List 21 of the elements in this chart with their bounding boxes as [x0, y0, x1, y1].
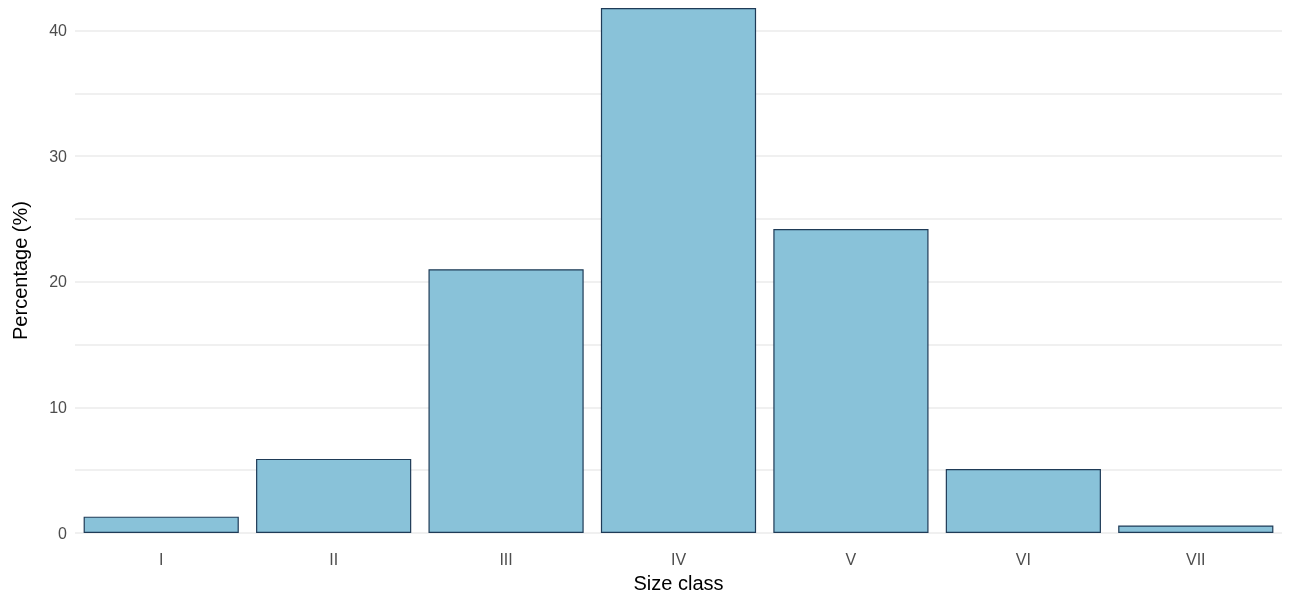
y-tick-label: 20: [49, 273, 68, 291]
x-tick-label: V: [845, 550, 857, 568]
x-axis-title: Size class: [633, 572, 724, 594]
y-tick-label: 10: [49, 398, 68, 416]
x-tick-label: III: [499, 550, 513, 568]
bar: [83, 516, 239, 533]
bar: [600, 8, 757, 533]
x-tick-label: IV: [670, 550, 687, 568]
x-tick-label: VII: [1186, 550, 1206, 568]
y-tick-label: 0: [58, 524, 68, 542]
bar: [945, 468, 1101, 533]
bar: [1118, 525, 1274, 533]
bar: [428, 269, 584, 533]
x-tick-label: VI: [1015, 550, 1031, 568]
x-tick-label: I: [158, 550, 164, 568]
y-tick-label: 30: [49, 147, 68, 165]
bar: [773, 229, 929, 533]
y-tick-label: 40: [49, 22, 68, 40]
x-tick-label: II: [329, 550, 339, 568]
y-axis-title: Percentage (%): [9, 201, 31, 340]
bar: [256, 458, 412, 533]
